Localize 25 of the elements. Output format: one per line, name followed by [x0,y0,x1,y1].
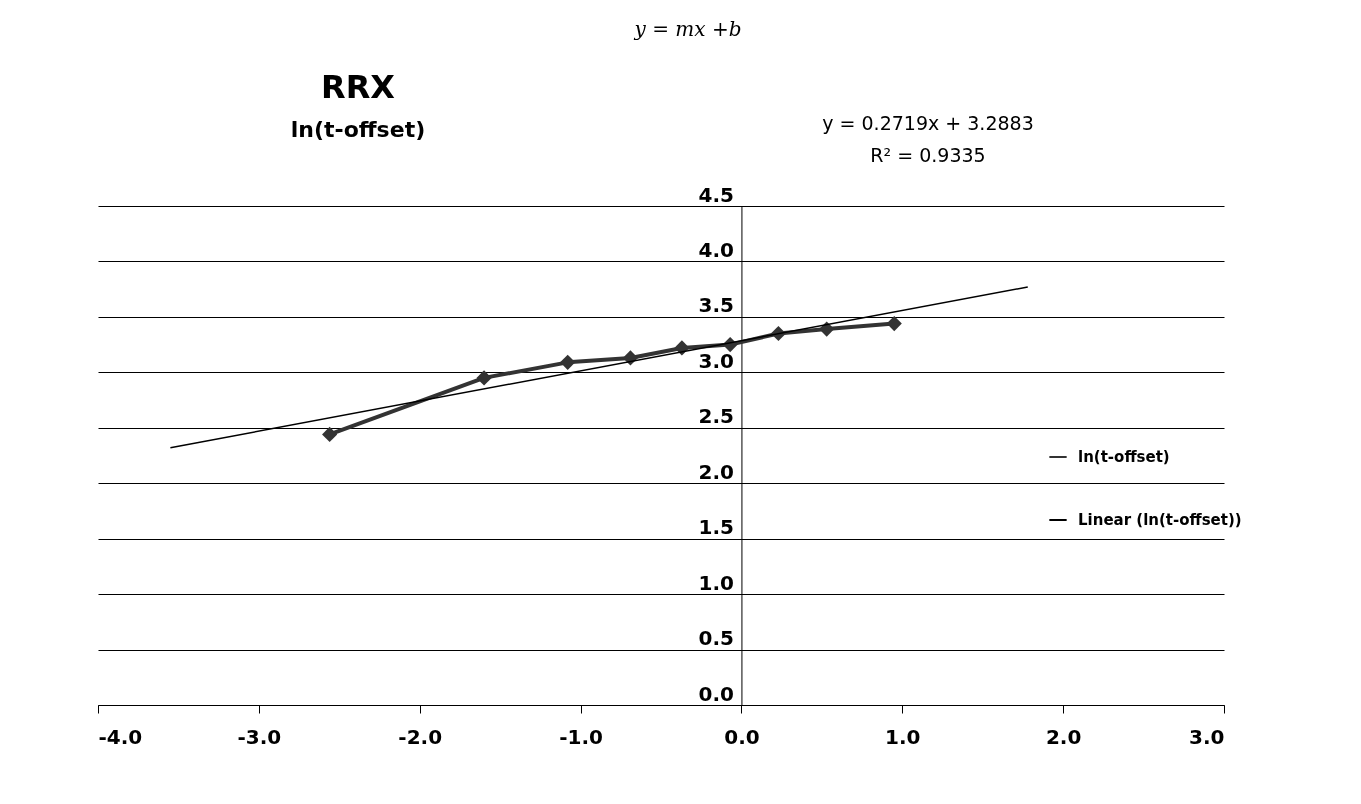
x-tick-label: 3.0 [1189,724,1225,749]
legend-label: Linear (ln(t-offset)) [1078,511,1242,529]
y-tick-label: 2.0 [698,459,734,484]
legend-label: ln(t-offset) [1078,448,1170,466]
y-tick-label: 0.5 [698,626,734,651]
y-tick-label: 0.0 [698,681,734,706]
y-tick-label: 1.0 [698,570,734,595]
y-tick-label: 4.0 [698,237,734,262]
x-tick-label: 1.0 [885,724,921,749]
chart-subtitle: ln(t-offset) [290,117,426,142]
chart-title: RRX [321,68,396,106]
y-tick-label: 1.5 [698,515,734,540]
y-tick-label: 4.5 [698,182,734,207]
x-tick-label: 0.0 [724,724,760,749]
x-tick-label: 2.0 [1045,724,1082,749]
x-tick-label: -1.0 [559,724,603,749]
x-tick-label: -2.0 [398,724,443,749]
y-tick-label: 3.0 [698,348,734,373]
y-tick-label: 2.5 [698,404,734,429]
x-tick-label: -4.0 [98,724,143,749]
text: y = 0.2719x + 3.2883 [822,112,1034,134]
y-tick-label: 3.5 [698,293,734,318]
text: y = mx +b [633,17,742,41]
x-tick-label: -3.0 [237,724,282,749]
text: R² = 0.9335 [870,144,986,166]
